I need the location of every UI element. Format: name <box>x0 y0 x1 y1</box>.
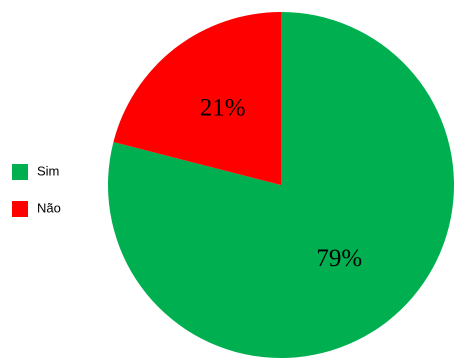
value-label: 21% <box>200 95 246 122</box>
legend-swatch <box>12 164 28 180</box>
legend-label: Sim <box>37 163 59 178</box>
pie-slice <box>113 12 281 185</box>
pie-slice <box>107 12 454 359</box>
legend-swatch <box>12 201 28 217</box>
value-label: 79% <box>316 245 362 272</box>
legend-label: Não <box>37 200 61 215</box>
